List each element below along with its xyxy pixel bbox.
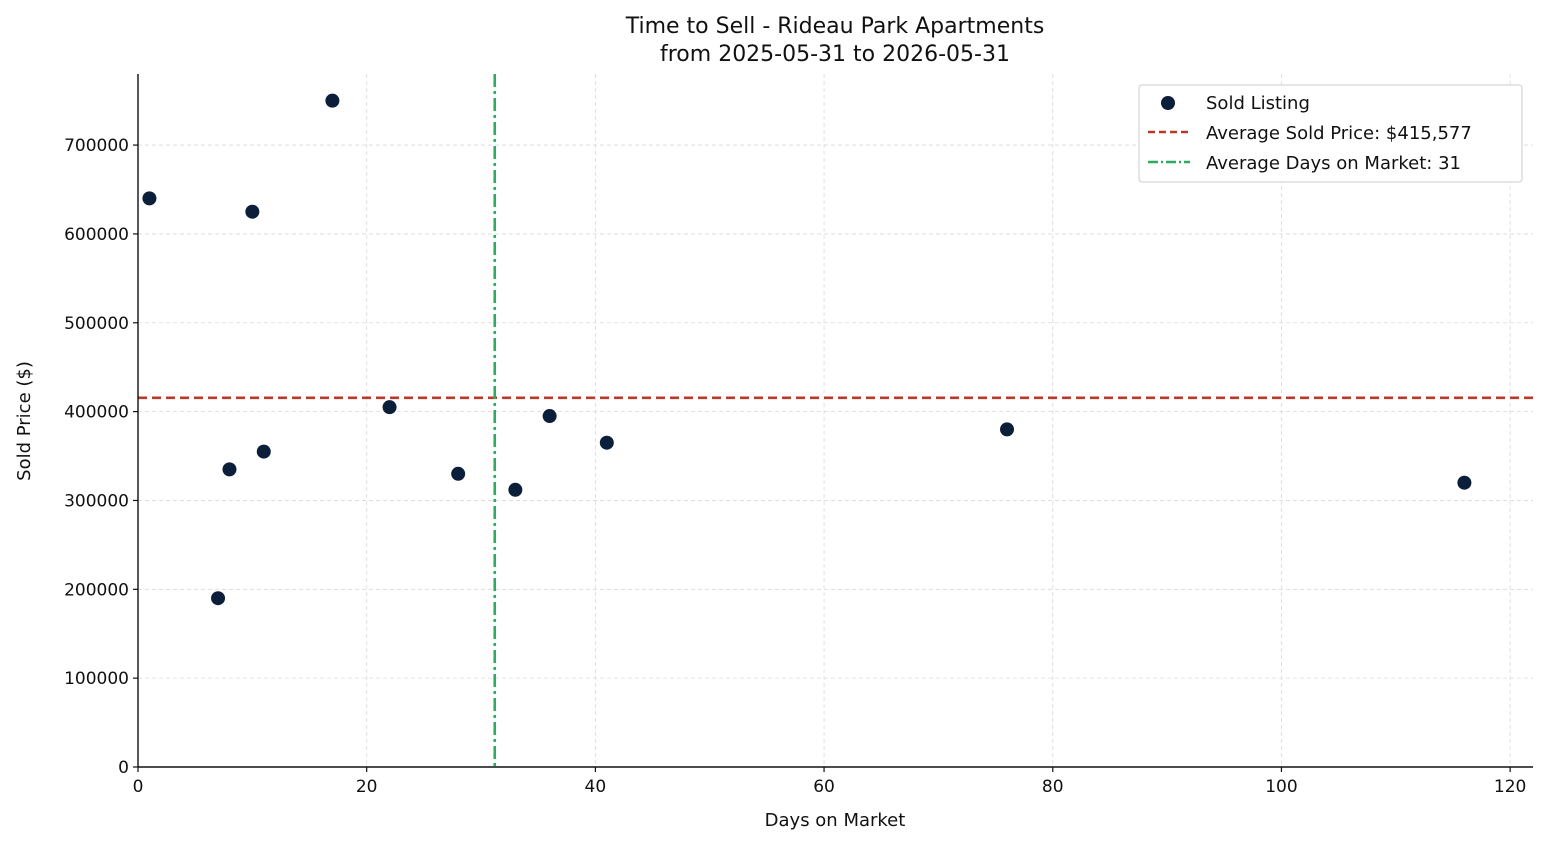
legend-marker-sold-listing [1161,96,1175,110]
data-point [382,400,397,415]
data-point [245,204,260,219]
chart-subtitle: from 2025-05-31 to 2026-05-31 [660,42,1010,67]
y-tick-label: 200000 [64,580,129,600]
legend: Sold Listing Average Sold Price: $415,57… [1138,84,1523,183]
y-tick-label: 500000 [64,314,129,334]
y-axis-label: Sold Price ($) [14,361,35,481]
data-point [542,409,557,424]
data-point [1457,475,1472,490]
data-point [325,93,340,108]
data-point [1000,422,1015,437]
y-tick-label: 100000 [64,669,129,689]
x-tick-label: 60 [813,777,835,797]
y-tick-label: 700000 [64,136,129,156]
data-point [211,591,226,606]
data-point [451,466,466,481]
x-tick-label: 20 [356,777,378,797]
x-axis-label: Days on Market [765,810,906,831]
legend-label-average-price: Average Sold Price: $415,577 [1206,123,1472,144]
x-tick-label: 100 [1265,777,1297,797]
data-point [508,482,523,497]
legend-label-sold-listing: Sold Listing [1206,93,1310,114]
grid [138,74,1533,767]
y-tick-label: 600000 [64,225,129,245]
x-tick-label: 0 [133,777,144,797]
x-tick-label: 120 [1494,777,1526,797]
x-tick-label: 80 [1042,777,1064,797]
data-point [599,435,614,450]
data-point [142,191,157,206]
data-points [142,93,1472,606]
axes: 0 20 40 60 80 100 120 0 100000 200000 300000 400000… [64,74,1533,797]
reference-lines [138,74,1533,767]
y-tick-label: 0 [118,758,129,778]
chart-title: Time to Sell - Rideau Park Apartments [625,14,1045,39]
y-tick-label: 400000 [64,403,129,423]
legend-label-average-days: Average Days on Market: 31 [1206,153,1461,174]
x-tick-label: 40 [585,777,607,797]
legend-box [1138,84,1523,183]
data-point [256,444,271,459]
data-point [222,462,237,477]
y-tick-label: 300000 [64,491,129,511]
